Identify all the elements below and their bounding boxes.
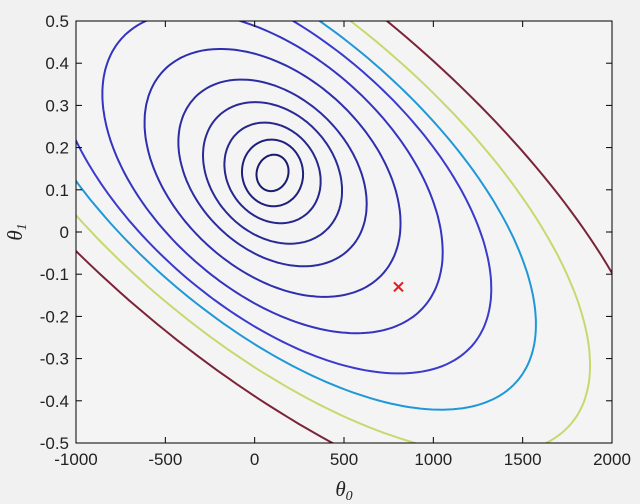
x-tick-label: 1000 (414, 450, 452, 469)
svg-text:θ1: θ1 (3, 223, 30, 240)
y-axis-label: θ1 (3, 223, 30, 240)
y-tick-label: 0.3 (45, 96, 69, 115)
minimum-marker (393, 281, 404, 293)
y-tick-label: 0.2 (45, 139, 69, 158)
contour-line-9 (76, 21, 537, 411)
x-tick-label: 500 (330, 450, 358, 469)
contour-line-4 (202, 101, 343, 245)
contour-line-10 (76, 21, 591, 443)
y-tick-label: -0.5 (40, 434, 69, 453)
contour-line-7 (101, 21, 444, 335)
contour-line-2 (241, 138, 305, 208)
contour-line-3 (223, 121, 322, 225)
y-tick-label: 0.1 (45, 181, 69, 200)
y-tick-label: -0.3 (40, 350, 69, 369)
y-tick-label: 0.5 (45, 12, 69, 31)
y-ticks: 0.5 0.4 0.3 0.2 0.1 0 -0.1 -0.2 -0.3 -0.4 -0.5 (40, 12, 612, 453)
contour-line-1 (255, 153, 290, 193)
contour-line-6 (143, 48, 402, 298)
y-tick-label: 0 (60, 223, 69, 242)
y-tick-label: -0.2 (40, 307, 69, 326)
y-tick-label: -0.4 (40, 392, 69, 411)
x-tick-label: 0 (250, 450, 259, 469)
x-tick-label: -500 (148, 450, 182, 469)
y-tick-label: 0.4 (45, 54, 69, 73)
marker-layer (393, 281, 404, 293)
contour-line-8 (76, 21, 493, 375)
x-tick-label: -1000 (54, 450, 97, 469)
x-ticks: -1000 -500 0 500 1000 1500 2000 (54, 21, 631, 469)
plot-area (76, 21, 612, 443)
x-axis-label: θ0 (335, 477, 352, 504)
x-tick-label: 2000 (593, 450, 631, 469)
x-tick-label: 1500 (504, 450, 542, 469)
y-tick-label: -0.1 (40, 265, 69, 284)
contour-line-5 (177, 78, 368, 268)
